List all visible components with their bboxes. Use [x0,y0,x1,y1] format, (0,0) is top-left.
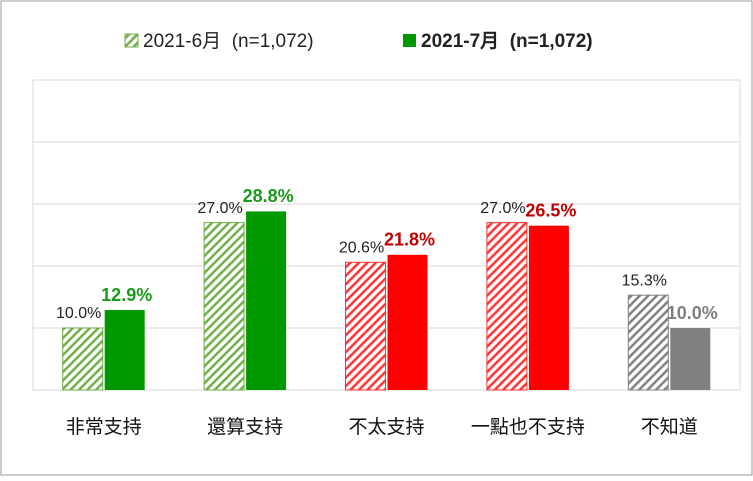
x-tick-label: 一點也不支持 [471,416,585,438]
legend-swatch [403,34,416,47]
bar [627,294,669,391]
data-label: 10.0% [56,305,101,322]
bar [104,310,145,390]
data-label: 27.0% [480,200,525,217]
legend-swatch [124,33,139,48]
data-label: 21.8% [384,230,435,250]
data-label: 15.3% [622,272,667,289]
x-tick-label: 不太支持 [348,416,424,438]
bar [345,261,386,391]
data-label: 27.0% [197,200,242,217]
bar [203,222,245,391]
x-tick-label: 不知道 [641,416,698,438]
data-label: 10.0% [667,303,718,323]
x-tick-label: 還算支持 [207,416,283,438]
bar [486,222,528,391]
x-tick-label: 非常支持 [66,416,142,438]
bar [528,225,569,390]
bar [62,327,104,391]
legend-label: 2021-7月 (n=1,072) [421,31,593,52]
bar [670,328,711,390]
data-label: 12.9% [101,285,152,305]
data-label: 26.5% [525,200,576,220]
data-label: 28.8% [243,186,294,206]
bar [246,211,287,390]
legend-label: 2021-6月 (n=1,072) [143,31,314,52]
data-label: 20.6% [339,239,384,256]
bar [387,254,428,390]
